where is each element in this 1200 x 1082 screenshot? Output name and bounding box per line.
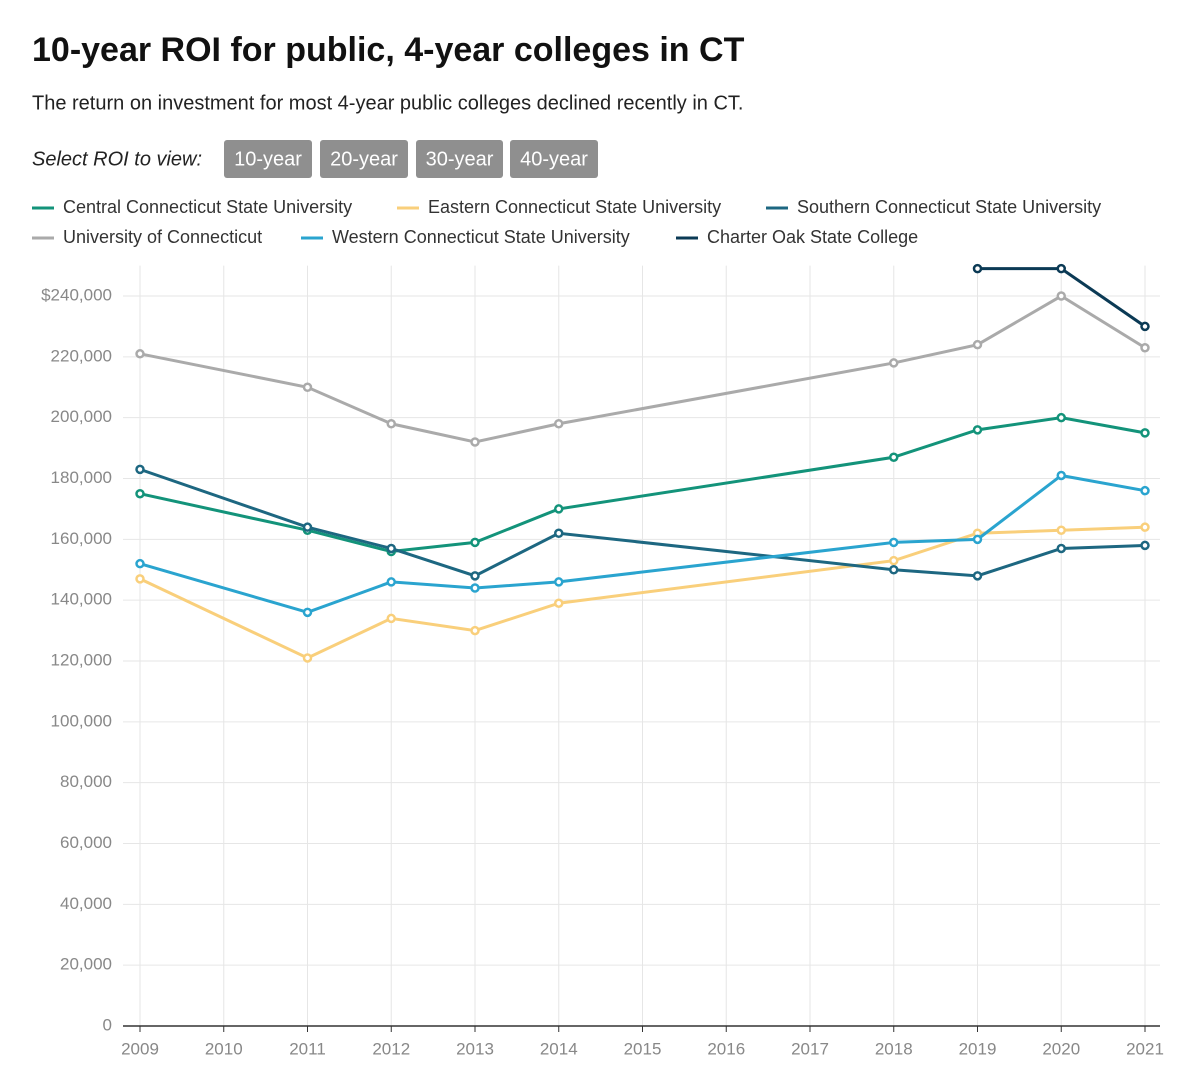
x-tick-label: 2010 xyxy=(205,1039,243,1058)
data-point xyxy=(1140,540,1150,551)
y-tick-label: 60,000 xyxy=(60,833,112,852)
data-point xyxy=(1140,428,1150,438)
data-point xyxy=(889,565,899,575)
data-point xyxy=(135,349,145,359)
data-point xyxy=(386,543,396,554)
selector-label: Select ROI to view: xyxy=(32,148,202,170)
legend-label: University of Connecticut xyxy=(63,227,262,247)
y-tick-label: 80,000 xyxy=(60,772,112,791)
y-tick-label: 140,000 xyxy=(51,590,112,609)
data-point xyxy=(135,558,145,569)
data-point xyxy=(1140,321,1150,332)
chart-subtitle: The return on investment for most 4-year… xyxy=(32,92,743,114)
x-tick-label: 2020 xyxy=(1042,1039,1080,1058)
data-point xyxy=(302,607,313,618)
x-tick-label: 2021 xyxy=(1126,1039,1164,1058)
data-point xyxy=(470,583,480,593)
y-tick-label: 220,000 xyxy=(51,346,112,365)
data-point xyxy=(470,625,480,636)
legend-label: Western Connecticut State University xyxy=(332,227,630,247)
data-point xyxy=(302,653,313,663)
data-point xyxy=(554,598,564,608)
y-tick-label: 160,000 xyxy=(51,529,112,548)
data-point xyxy=(135,464,145,475)
data-point xyxy=(386,577,396,587)
data-point xyxy=(554,504,564,514)
data-point xyxy=(470,537,480,548)
y-tick-label: 40,000 xyxy=(60,894,112,913)
data-point xyxy=(972,534,983,545)
roi-button[interactable] xyxy=(320,140,408,178)
x-tick-label: 2018 xyxy=(875,1039,913,1058)
data-point xyxy=(889,452,899,462)
roi-button[interactable] xyxy=(416,140,503,178)
roi-button-label[interactable]: 40-year xyxy=(520,148,588,170)
legend-label: Southern Connecticut State University xyxy=(797,197,1101,217)
data-point xyxy=(554,419,564,429)
data-point xyxy=(302,522,313,532)
data-point xyxy=(554,577,564,587)
x-tick-label: 2009 xyxy=(121,1039,159,1058)
data-point xyxy=(386,613,396,624)
data-point xyxy=(470,437,480,447)
data-point xyxy=(889,537,899,548)
data-point xyxy=(972,263,983,274)
legend-label: Charter Oak State College xyxy=(707,227,918,247)
x-tick-label: 2016 xyxy=(707,1039,745,1058)
data-point xyxy=(302,382,313,393)
roi-button[interactable] xyxy=(510,140,598,178)
data-point xyxy=(470,571,480,581)
y-tick-label: 180,000 xyxy=(51,468,112,487)
x-tick-label: 2017 xyxy=(791,1039,829,1058)
data-point xyxy=(1056,412,1066,423)
data-point xyxy=(1140,342,1150,353)
data-point xyxy=(135,488,145,499)
data-point xyxy=(1056,525,1066,535)
data-point xyxy=(554,528,564,539)
legend-label: Eastern Connecticut State University xyxy=(428,197,721,217)
roi-button[interactable] xyxy=(224,140,312,178)
data-point xyxy=(889,358,899,368)
x-tick-label: 2014 xyxy=(540,1039,578,1058)
y-tick-label: 100,000 xyxy=(51,711,112,730)
roi-button-label[interactable]: 10-year xyxy=(234,148,302,170)
data-point xyxy=(135,574,145,584)
x-tick-label: 2011 xyxy=(289,1039,326,1058)
x-tick-label: 2013 xyxy=(456,1039,494,1058)
data-point xyxy=(1056,470,1066,481)
x-tick-label: 2015 xyxy=(624,1039,662,1058)
y-tick-label: 120,000 xyxy=(51,650,112,669)
y-tick-label: 0 xyxy=(103,1015,112,1034)
data-point xyxy=(1140,522,1150,532)
roi-button-label[interactable]: 30-year xyxy=(426,148,494,170)
chart-title: 10-year ROI for public, 4-year colleges … xyxy=(32,31,745,69)
data-point xyxy=(972,571,983,581)
data-point xyxy=(972,339,983,350)
y-tick-label: $240,000 xyxy=(41,286,112,305)
x-tick-label: 2019 xyxy=(959,1039,997,1058)
y-tick-label: 200,000 xyxy=(51,407,112,426)
legend-label: Central Connecticut State University xyxy=(63,197,352,217)
y-tick-label: 20,000 xyxy=(60,955,112,974)
x-tick-label: 2012 xyxy=(372,1039,410,1058)
data-point xyxy=(972,425,983,435)
data-point xyxy=(1056,263,1066,274)
data-point xyxy=(889,555,899,566)
data-point xyxy=(1056,543,1066,554)
data-point xyxy=(1056,291,1066,301)
data-point xyxy=(1140,485,1150,496)
data-point xyxy=(386,419,396,429)
roi-button-label[interactable]: 20-year xyxy=(330,148,398,170)
